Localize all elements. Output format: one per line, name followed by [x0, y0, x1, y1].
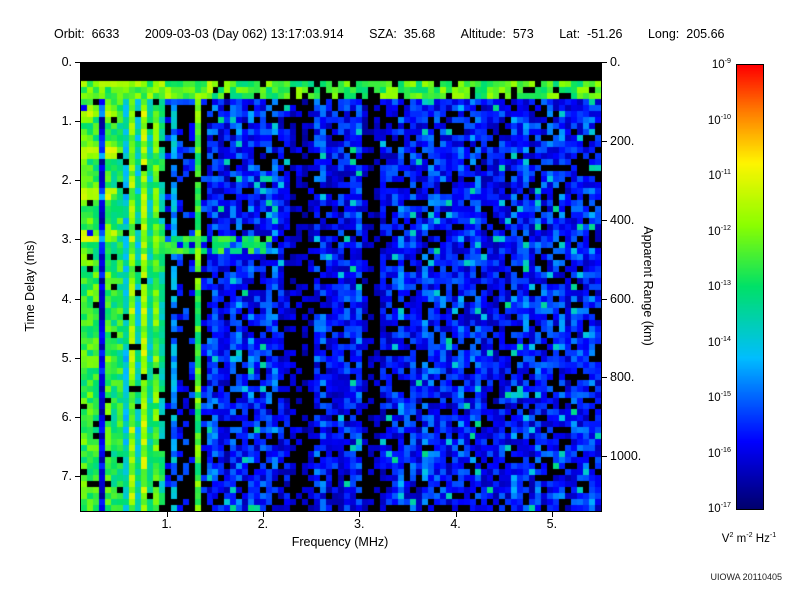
y-tick-mark-right	[602, 62, 607, 63]
y-tick-mark-left	[75, 62, 80, 63]
y-tick-mark-left	[75, 475, 80, 477]
y-tick-label-left: 3.	[61, 232, 72, 247]
y-tick-label-left: 0.	[61, 55, 72, 69]
y-tick-mark-left	[75, 121, 80, 123]
y-axis-label-right: Apparent Range (km)	[641, 226, 655, 346]
y-tick-mark-left	[75, 357, 80, 359]
altitude-label: Altitude:	[460, 27, 506, 41]
y-tick-label-left: 1.	[61, 114, 72, 129]
colorbar-tick-label: 10-10	[707, 112, 731, 127]
y-tick-label-right: 600.	[610, 291, 635, 306]
y-tick-mark-left	[75, 180, 80, 182]
x-tick-mark	[455, 512, 457, 517]
colorbar-tick-label: 10-15	[707, 390, 731, 404]
y-axis-label-left: Time Delay (ms)	[23, 240, 37, 332]
colorbar-units-label: V2 m-2 Hz-1	[721, 531, 777, 545]
orbit-value: 6633	[91, 27, 120, 41]
y-tick-mark-left	[75, 416, 80, 418]
y-tick-label-right: 1000.	[610, 449, 642, 464]
colorbar-tick-label: 10-17	[707, 501, 731, 515]
y-tick-label-right: 0.	[610, 55, 621, 69]
x-tick-mark	[262, 512, 264, 517]
datetime-field: 2009-03-03 (Day 062) 13:17:03.914	[145, 27, 344, 41]
y-tick-label-left: 7.	[61, 468, 72, 483]
y-tick-label-right: 200.	[610, 133, 635, 148]
colorbar-tick-label: 10-11	[708, 168, 731, 182]
sza-field: SZA: 35.68	[369, 27, 435, 41]
sza-value: 35.68	[403, 27, 436, 41]
plot-area	[80, 62, 602, 512]
y-tick-mark-right	[602, 298, 607, 300]
y-tick-mark-right	[602, 377, 607, 379]
colorbar-tick-label: 10-9	[711, 57, 731, 71]
sza-label: SZA:	[369, 27, 397, 41]
orbit-field: Orbit: 6633	[54, 27, 119, 41]
credit-text: UIOWA 20110405	[710, 572, 782, 582]
long-field: Long: 205.66	[648, 27, 725, 41]
header-info: Orbit: 6633 2009-03-03 (Day 062) 13:17:03…	[54, 27, 799, 41]
orbit-label: Orbit:	[54, 27, 85, 41]
lat-field: Lat: -51.26	[559, 27, 622, 41]
y-tick-mark-right	[602, 456, 607, 458]
spectrogram-heatmap	[81, 63, 601, 511]
x-tick-label: 3.	[354, 517, 365, 531]
y-tick-label-left: 6.	[61, 409, 72, 424]
colorbar-tick-label: 10-14	[707, 334, 731, 349]
y-tick-label-left: 5.	[61, 350, 72, 365]
y-tick-label-left: 2.	[61, 173, 72, 188]
colorbar-tick-label: 10-12	[707, 223, 731, 238]
altitude-field: Altitude: 573	[461, 27, 534, 41]
x-axis-label: Frequency (MHz)	[291, 535, 389, 549]
y-tick-mark-left	[75, 298, 80, 300]
colorbar-gradient	[737, 65, 763, 509]
x-tick-mark	[166, 512, 168, 517]
y-tick-label-left: 4.	[61, 291, 72, 306]
y-tick-label-right: 800.	[610, 370, 635, 385]
y-tick-mark-left	[75, 239, 80, 241]
colorbar-tick-label: 10-13	[707, 279, 731, 293]
long-label: Long:	[647, 27, 680, 41]
y-tick-mark-right	[602, 219, 607, 221]
y-tick-label-right: 400.	[610, 212, 635, 227]
long-value: 205.66	[686, 27, 725, 41]
x-tick-label: 1.	[161, 517, 172, 531]
x-tick-mark	[359, 512, 361, 517]
colorbar-tick-label: 10-16	[707, 445, 731, 460]
datetime-value: 2009-03-03 (Day 062) 13:17:03.914	[144, 27, 344, 41]
lat-value: -51.26	[587, 27, 623, 41]
x-tick-label: 4.	[450, 517, 461, 531]
x-tick-mark	[551, 512, 553, 517]
x-tick-label: 5.	[546, 517, 558, 531]
colorbar	[736, 64, 764, 510]
y-tick-mark-right	[602, 140, 607, 142]
altitude-value: 573	[512, 27, 534, 41]
x-tick-label: 2.	[257, 517, 269, 531]
lat-label: Lat:	[559, 27, 581, 41]
